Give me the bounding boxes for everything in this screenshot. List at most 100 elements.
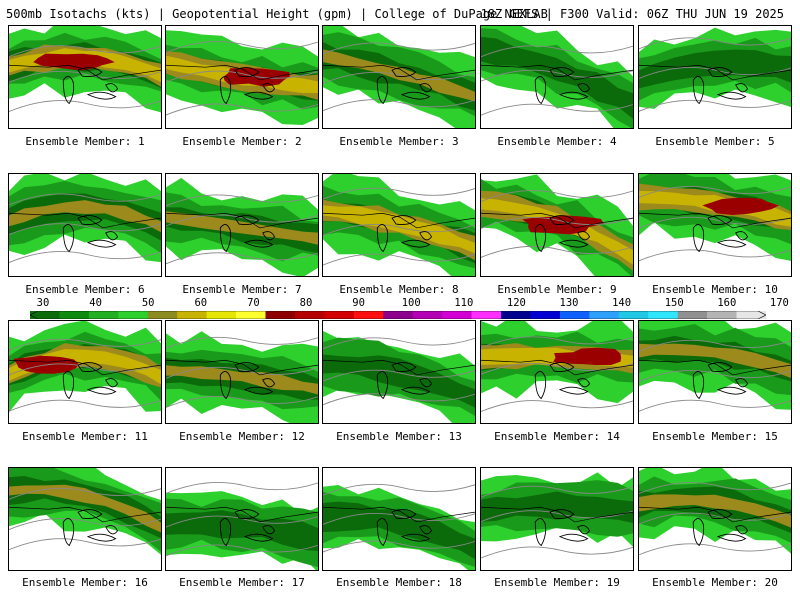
height-contour <box>481 400 633 413</box>
colorbar-tick-label: 100 <box>401 297 421 309</box>
isotach-map <box>481 472 633 559</box>
height-contour <box>9 45 161 58</box>
isotach-map <box>481 26 633 128</box>
colorbar-segment <box>59 311 90 319</box>
ensemble-member-label: Ensemble Member: 5 <box>655 135 775 148</box>
great-lakes-outline <box>376 362 433 400</box>
height-contour <box>166 252 318 265</box>
height-contour <box>9 338 161 351</box>
great-lakes-outline <box>219 509 276 547</box>
isotach-fill-60kt <box>166 365 318 395</box>
colorbar-segment <box>118 311 149 319</box>
colorbar-tick-label: 110 <box>454 297 474 309</box>
ensemble-member-label: Ensemble Member: 12 <box>179 430 305 443</box>
height-contour <box>639 249 791 262</box>
height-contour <box>166 482 318 495</box>
height-contour <box>9 193 161 206</box>
colorbar-segment <box>30 311 60 319</box>
height-contour <box>639 543 791 556</box>
colorbar-segment <box>648 311 678 319</box>
us-canada-border <box>639 506 791 523</box>
ensemble-member-label: Ensemble Member: 6 <box>25 283 145 296</box>
height-contour <box>639 339 791 352</box>
ensemble-map-panel <box>322 173 476 277</box>
height-contour <box>323 337 475 350</box>
height-contour <box>166 515 318 528</box>
great-lakes-outline <box>62 67 119 105</box>
colorbar-segment <box>589 311 620 319</box>
ensemble-member-label: Ensemble Member: 4 <box>497 135 617 148</box>
colorbar-segment <box>353 311 384 319</box>
us-canada-border <box>166 506 318 523</box>
colorbar-segment <box>147 311 178 319</box>
us-canada-border <box>639 212 791 229</box>
height-contour <box>481 69 633 82</box>
us-canada-border <box>481 359 633 376</box>
ensemble-member-label: Ensemble Member: 7 <box>182 283 302 296</box>
height-contour <box>323 224 475 237</box>
isotach-fill-60kt <box>9 200 161 233</box>
isotach-map <box>639 321 791 412</box>
height-contour <box>9 251 161 264</box>
colorbar-segment <box>442 311 472 319</box>
isotach-map <box>639 174 791 262</box>
height-contour <box>9 538 161 551</box>
isotach-map <box>166 30 318 126</box>
height-contour <box>481 217 633 229</box>
us-canada-border <box>481 506 633 523</box>
isotach-map <box>166 177 318 276</box>
isotach-fill-50kt <box>481 36 633 119</box>
us-canada-border <box>9 359 161 376</box>
great-lakes-outline <box>219 215 276 253</box>
colorbar-tick-label: 120 <box>506 297 526 309</box>
us-canada-border <box>323 212 475 229</box>
isotach-map <box>481 174 633 276</box>
ensemble-map-panel <box>322 467 476 571</box>
colorbar-segment <box>412 311 443 319</box>
great-lakes-outline <box>62 509 119 547</box>
colorbar-tick-label: 90 <box>352 297 365 309</box>
isotach-map <box>323 330 475 423</box>
us-canada-border <box>323 64 475 81</box>
isotach-map <box>166 331 318 423</box>
height-contour <box>323 72 475 84</box>
isotach-map <box>9 468 161 555</box>
ensemble-map-panel <box>8 320 162 424</box>
height-contour <box>166 336 318 349</box>
great-lakes-outline <box>62 362 119 400</box>
colorbar-tick-label: 50 <box>141 297 155 309</box>
ensemble-member-label: Ensemble Member: 1 <box>25 135 145 148</box>
colorbar-tick-label: 140 <box>612 297 632 309</box>
colorbar-segment <box>559 311 590 319</box>
height-contour <box>166 194 318 207</box>
height-contour <box>481 485 633 498</box>
height-contour <box>481 336 633 349</box>
height-contour <box>9 100 161 113</box>
height-contour <box>481 510 633 523</box>
isotach-map <box>639 468 791 556</box>
isotach-map <box>481 321 633 413</box>
great-lakes-outline <box>692 215 749 253</box>
colorbar-segment <box>677 311 708 319</box>
colorbar-tick-label: 160 <box>717 297 737 309</box>
height-contour <box>9 363 161 376</box>
colorbar-segment <box>618 311 649 319</box>
great-lakes-outline <box>534 509 591 547</box>
height-contour <box>166 544 318 557</box>
ensemble-map-panel <box>480 320 634 424</box>
ensemble-member-label: Ensemble Member: 9 <box>497 283 617 296</box>
great-lakes-outline <box>534 215 591 253</box>
height-contour <box>639 370 791 383</box>
great-lakes-outline <box>376 67 433 105</box>
height-contour <box>323 540 475 553</box>
ensemble-map-panel <box>480 173 634 277</box>
us-canada-border <box>166 212 318 229</box>
isotach-fill-60kt <box>639 343 791 379</box>
ensemble-member-label: Ensemble Member: 3 <box>339 135 459 148</box>
isotach-fill-70kt <box>481 198 633 265</box>
height-contour <box>323 187 475 200</box>
isotach-fill-60kt <box>639 494 791 528</box>
isotach-map <box>166 482 318 570</box>
us-canada-border <box>9 506 161 523</box>
isotach-fill-50kt <box>481 491 633 523</box>
